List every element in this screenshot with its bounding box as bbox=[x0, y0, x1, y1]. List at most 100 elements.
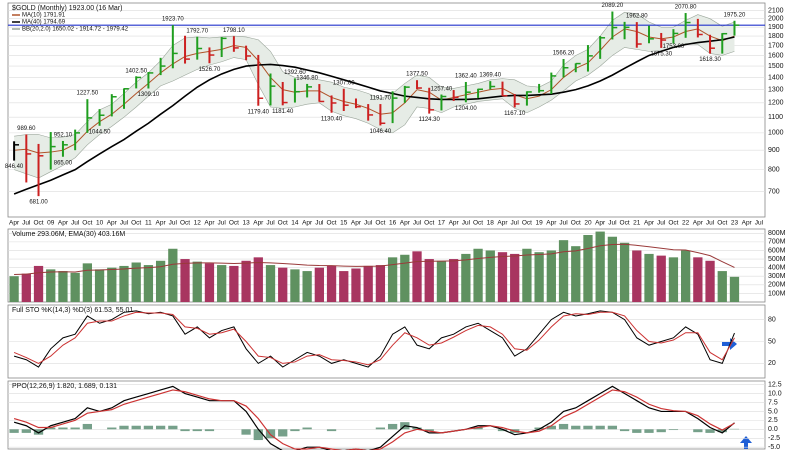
x-tick-label: 16 bbox=[389, 220, 397, 227]
volume-bar bbox=[461, 253, 471, 302]
x-tick-label: Oct bbox=[375, 220, 385, 227]
ppo-histogram-bar bbox=[107, 427, 117, 430]
volume-bar bbox=[21, 273, 31, 302]
volume-bar bbox=[70, 272, 80, 302]
x-tick-label: 15 bbox=[340, 220, 348, 227]
price-annotation: 846.40 bbox=[5, 164, 24, 170]
x-tick-label: Oct bbox=[473, 220, 483, 227]
legend-label: MA(10) 1791.91 bbox=[22, 13, 66, 19]
volume-bar bbox=[326, 265, 337, 302]
ppo-histogram-bar bbox=[607, 425, 618, 430]
ppo-line bbox=[13, 385, 735, 450]
ppo-histogram-bar bbox=[302, 427, 312, 430]
x-tick-label: Apr bbox=[253, 220, 264, 227]
volume-bar bbox=[522, 248, 532, 302]
signal-arrow bbox=[740, 436, 752, 449]
price-annotation: 2070.80 bbox=[675, 5, 697, 11]
price-annotation: 1044.50 bbox=[89, 129, 111, 135]
ppo-histogram-bar bbox=[412, 427, 422, 430]
volume-bar bbox=[143, 265, 154, 302]
bollinger-upper bbox=[14, 11, 735, 139]
y-tick-label: 1100 bbox=[768, 114, 783, 121]
ppo-histogram-bar bbox=[70, 427, 80, 430]
volume-bar bbox=[424, 259, 434, 302]
ppo-histogram-bar bbox=[326, 429, 337, 432]
ppo-histogram-bar bbox=[290, 429, 300, 432]
ppo-histogram-bar bbox=[534, 427, 544, 430]
volume-bar bbox=[204, 263, 215, 302]
ppo-histogram-bar bbox=[155, 425, 166, 430]
x-tick-label: Oct bbox=[326, 220, 336, 227]
ppo-histogram-bar bbox=[375, 427, 386, 430]
y-tick-label: 1900 bbox=[768, 24, 784, 31]
legend-label: BB(20,2.0) 1650.02 - 1914.72 - 1979.42 bbox=[22, 27, 129, 33]
volume-bar bbox=[387, 257, 398, 302]
ppo-panel bbox=[7, 380, 766, 450]
volume-bar bbox=[253, 257, 263, 302]
ppo-histogram-bar bbox=[705, 429, 715, 433]
volume-bar bbox=[58, 271, 68, 302]
ppo-histogram-bar bbox=[497, 429, 508, 432]
x-tick-label: Apr bbox=[644, 220, 655, 227]
price-annotation: 1309.10 bbox=[138, 92, 160, 98]
y-tick-label: 400M bbox=[768, 264, 786, 271]
x-tick-label: Jul bbox=[559, 220, 568, 227]
y-tick-label: 1200 bbox=[768, 100, 784, 107]
x-tick-label: Oct bbox=[717, 220, 727, 227]
ppo-histogram-bar bbox=[204, 429, 215, 432]
x-tick-label: Apr bbox=[351, 220, 362, 227]
volume-bar bbox=[217, 265, 227, 302]
volume-bar bbox=[94, 269, 105, 302]
volume-bar bbox=[192, 261, 202, 302]
x-tick-label: Oct bbox=[33, 220, 43, 227]
y-tick-label: 2.5 bbox=[768, 417, 778, 424]
y-tick-label: 1700 bbox=[768, 42, 784, 49]
x-tick-label: Oct bbox=[424, 220, 434, 227]
volume-bar bbox=[497, 252, 508, 302]
volume-bar bbox=[485, 250, 495, 302]
x-tick-label: Jul bbox=[266, 220, 275, 227]
volume-bar bbox=[619, 242, 630, 302]
x-tick-label: Jul bbox=[364, 220, 373, 227]
y-tick-label: 20 bbox=[768, 360, 776, 367]
ppo-histogram-bar bbox=[168, 425, 178, 430]
ppo-histogram-bar bbox=[424, 429, 434, 432]
price-annotation: 1618.30 bbox=[699, 57, 721, 63]
ppo-histogram-bar bbox=[58, 427, 68, 430]
x-tick-label: 14 bbox=[291, 220, 299, 227]
x-tick-label: Apr bbox=[546, 220, 557, 227]
y-tick-label: 12.5 bbox=[768, 381, 782, 388]
x-tick-label: 21 bbox=[633, 220, 641, 227]
volume-bar bbox=[412, 251, 422, 302]
price-annotation: 1402.50 bbox=[125, 69, 147, 75]
price-annotation: 1130.40 bbox=[321, 116, 343, 122]
price-annotation: 1362.40 bbox=[455, 74, 477, 80]
y-tick-label: 7.5 bbox=[768, 399, 778, 406]
price-annotation: 1179.40 bbox=[248, 109, 270, 115]
x-tick-label: 17 bbox=[438, 220, 446, 227]
price-annotation: 1753.00 bbox=[663, 44, 685, 50]
ppo-histogram-bar bbox=[546, 425, 556, 430]
y-tick-label: 700M bbox=[768, 239, 786, 246]
y-tick-label: 1500 bbox=[768, 63, 784, 70]
x-tick-label: Jul bbox=[511, 220, 520, 227]
ppo-histogram-bar bbox=[473, 427, 483, 430]
volume-bar bbox=[595, 231, 605, 302]
y-tick-label: -5.0 bbox=[768, 444, 780, 450]
x-tick-label: Apr bbox=[302, 220, 313, 227]
ppo-histogram-bar bbox=[619, 429, 630, 432]
volume-bar bbox=[680, 250, 691, 302]
ppo-histogram-bar bbox=[595, 425, 605, 430]
price-annotation: 1167.10 bbox=[504, 111, 526, 117]
ppo-histogram-bar bbox=[668, 429, 679, 431]
volume-bar bbox=[571, 246, 581, 302]
ppo-histogram-bar bbox=[583, 425, 593, 430]
y-tick-label: 600M bbox=[768, 247, 786, 254]
price-annotation: 1975.20 bbox=[724, 12, 746, 18]
panel-title: Full STO %K(14,3) %D(3) 61.53, 55.01 bbox=[12, 307, 133, 314]
x-tick-label: Apr bbox=[107, 220, 118, 227]
volume-bar bbox=[400, 254, 410, 302]
volume-bar bbox=[351, 268, 361, 302]
x-tick-label: Jul bbox=[169, 220, 178, 227]
ppo-histogram-bar bbox=[82, 423, 93, 430]
